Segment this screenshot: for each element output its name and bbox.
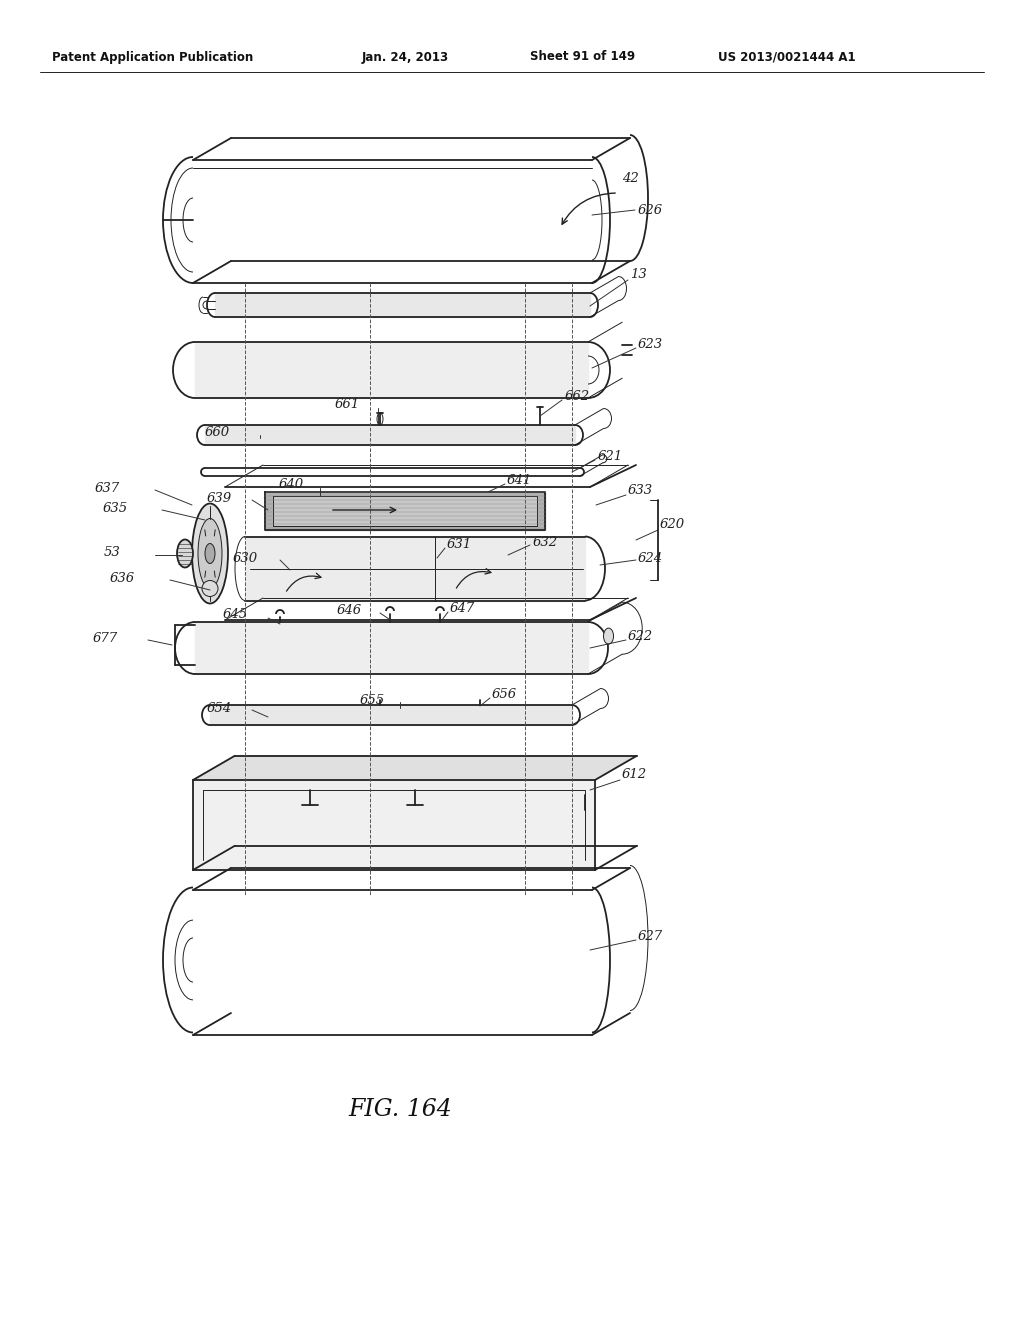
Text: 624: 624 <box>638 552 664 565</box>
Ellipse shape <box>177 540 193 568</box>
Text: 620: 620 <box>660 519 685 532</box>
Text: 623: 623 <box>638 338 664 351</box>
Text: FIG. 164: FIG. 164 <box>348 1098 452 1122</box>
Text: 633: 633 <box>628 483 653 496</box>
Text: 639: 639 <box>207 491 232 504</box>
Text: 635: 635 <box>102 502 128 515</box>
Polygon shape <box>215 293 590 317</box>
Polygon shape <box>205 425 575 445</box>
Text: 645: 645 <box>223 609 248 622</box>
Text: 641: 641 <box>507 474 532 487</box>
Polygon shape <box>210 705 572 725</box>
Text: 42: 42 <box>622 172 639 185</box>
Polygon shape <box>193 780 595 870</box>
Text: 626: 626 <box>638 203 664 216</box>
Text: 656: 656 <box>492 689 517 701</box>
Ellipse shape <box>603 628 613 644</box>
Text: Jan. 24, 2013: Jan. 24, 2013 <box>362 50 450 63</box>
Ellipse shape <box>205 544 215 564</box>
Text: 631: 631 <box>447 539 472 552</box>
Text: 640: 640 <box>279 478 304 491</box>
Text: 646: 646 <box>337 603 362 616</box>
Text: 632: 632 <box>534 536 558 549</box>
Text: 662: 662 <box>565 389 590 403</box>
Polygon shape <box>265 492 545 531</box>
Text: 622: 622 <box>628 631 653 644</box>
Text: Sheet 91 of 149: Sheet 91 of 149 <box>530 50 635 63</box>
Text: 630: 630 <box>232 552 258 565</box>
Text: 13: 13 <box>630 268 647 281</box>
Text: 654: 654 <box>207 701 232 714</box>
Text: 660: 660 <box>205 425 230 438</box>
Text: 661: 661 <box>335 399 360 412</box>
Polygon shape <box>245 536 585 601</box>
Text: 636: 636 <box>110 572 135 585</box>
Text: Patent Application Publication: Patent Application Publication <box>52 50 253 63</box>
Polygon shape <box>193 756 637 780</box>
Text: 655: 655 <box>359 693 385 706</box>
Polygon shape <box>195 342 588 399</box>
Text: 53: 53 <box>103 546 120 560</box>
Text: 637: 637 <box>95 482 120 495</box>
Ellipse shape <box>202 581 218 597</box>
Text: 621: 621 <box>598 450 624 463</box>
Text: 677: 677 <box>93 631 118 644</box>
Ellipse shape <box>198 519 222 589</box>
Polygon shape <box>195 622 588 675</box>
Text: US 2013/0021444 A1: US 2013/0021444 A1 <box>718 50 856 63</box>
Text: 627: 627 <box>638 931 664 944</box>
Text: 647: 647 <box>450 602 475 615</box>
Polygon shape <box>273 496 537 525</box>
Text: 612: 612 <box>622 768 647 781</box>
Ellipse shape <box>193 503 228 603</box>
